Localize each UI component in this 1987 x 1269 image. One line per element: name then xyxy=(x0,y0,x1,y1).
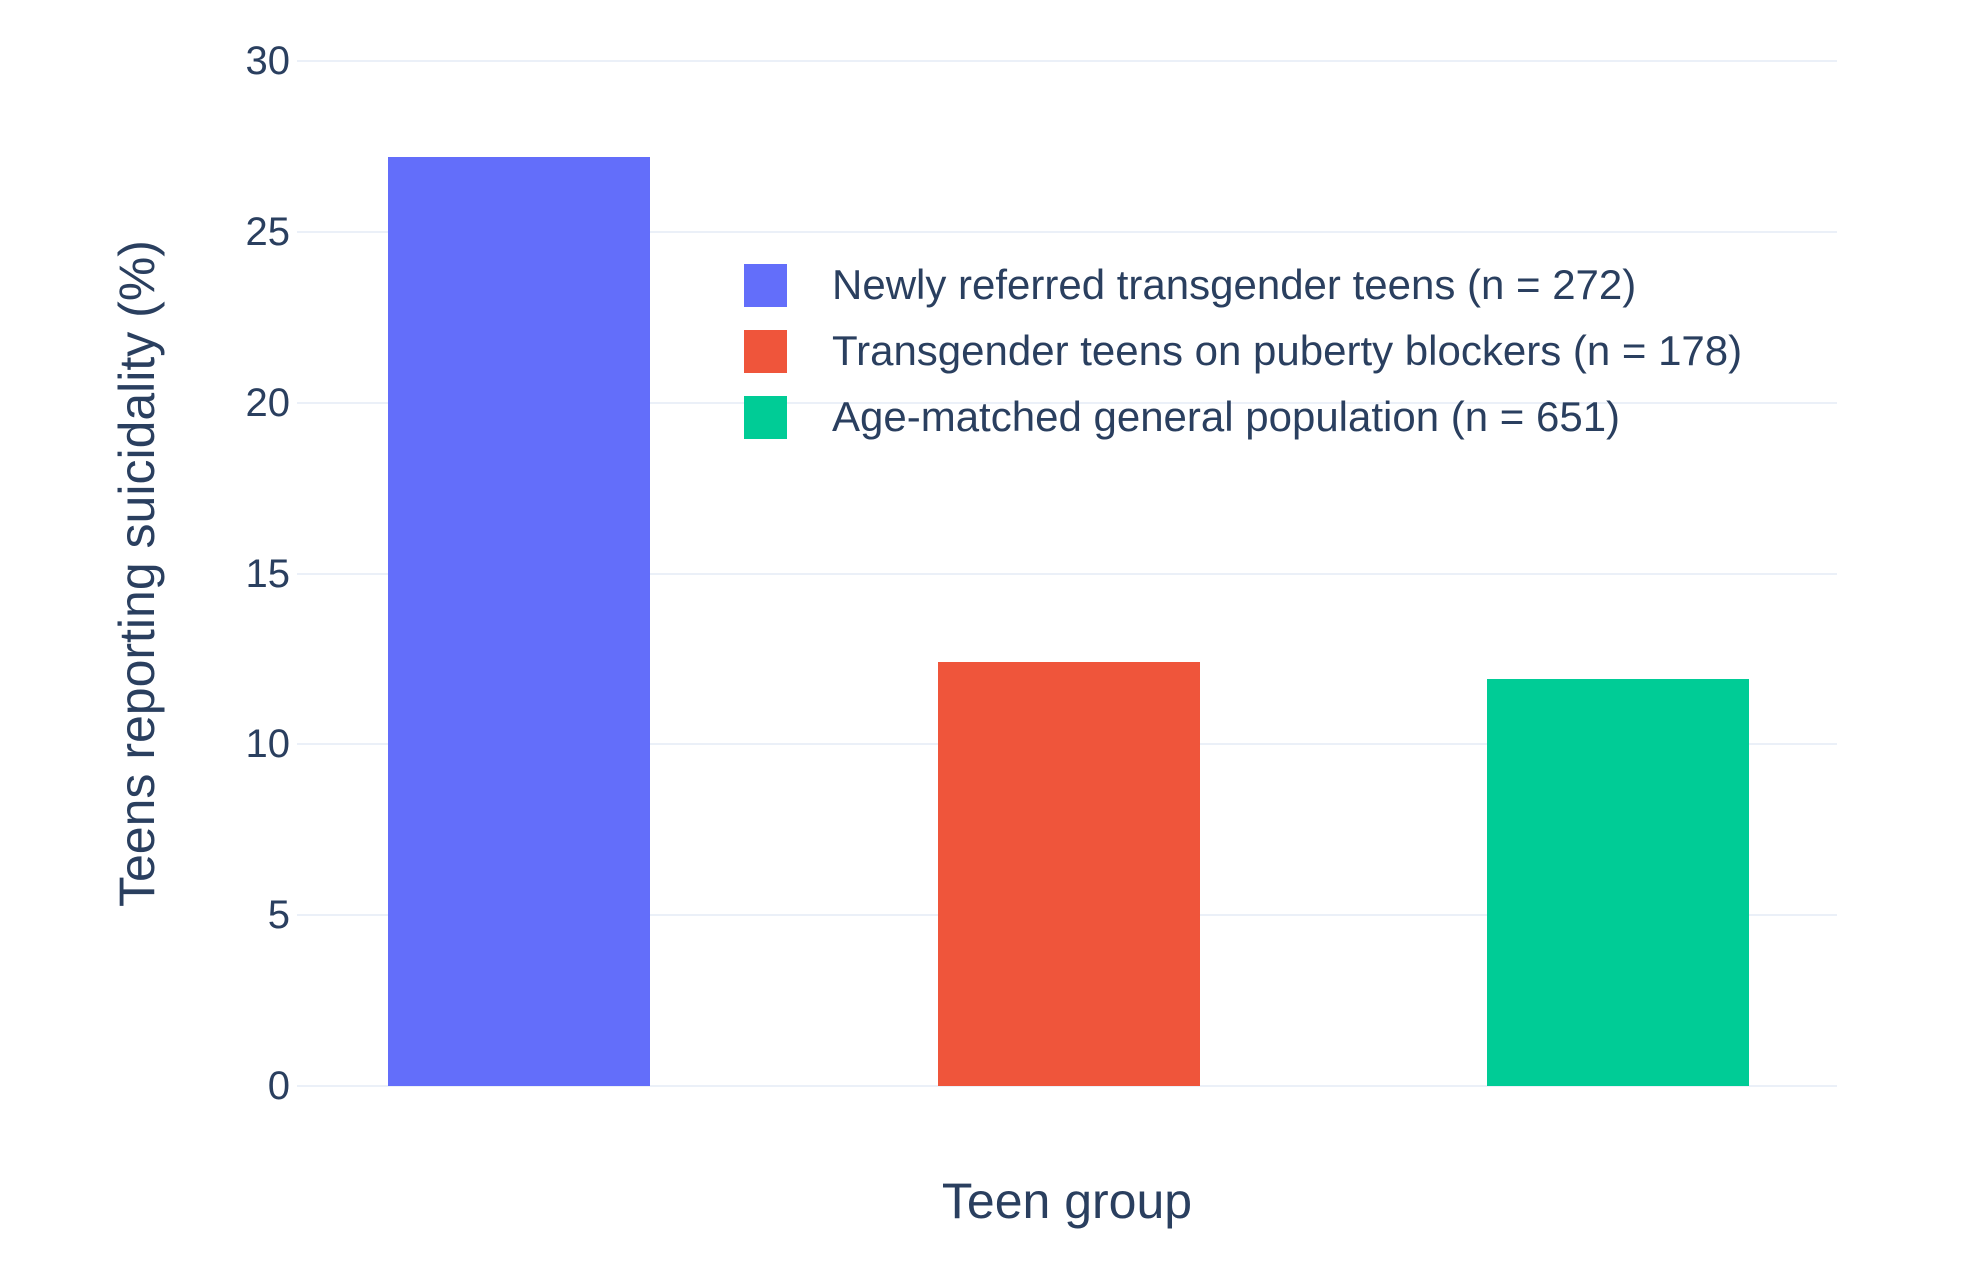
legend-label: Age-matched general population (n = 651) xyxy=(832,393,1621,440)
y-tick-label: 10 xyxy=(245,722,291,766)
gridline xyxy=(297,231,1837,233)
legend: Newly referred transgender teens (n = 27… xyxy=(744,252,1742,450)
x-axis-title: Teen group xyxy=(941,1173,1193,1229)
legend-label: Transgender teens on puberty blockers (n… xyxy=(832,327,1743,374)
legend-swatch-icon xyxy=(744,329,787,373)
y-tick-label: 15 xyxy=(245,552,291,596)
legend-item-3[interactable]: Age-matched general population (n = 651) xyxy=(744,384,1742,450)
legend-item-1[interactable]: Newly referred transgender teens (n = 27… xyxy=(744,252,1742,318)
bar-2[interactable] xyxy=(938,662,1200,1086)
y-tick-label: 30 xyxy=(245,39,291,83)
legend-item-2[interactable]: Transgender teens on puberty blockers (n… xyxy=(744,318,1742,384)
y-tick-label: 5 xyxy=(267,893,290,937)
legend-swatch-icon xyxy=(744,263,787,307)
plot-area[interactable] xyxy=(297,60,1837,1087)
gridline xyxy=(297,60,1837,62)
gridline xyxy=(297,1085,1837,1087)
y-tick-label: 25 xyxy=(245,210,291,254)
bar-3[interactable] xyxy=(1487,679,1749,1086)
y-tick-label: 20 xyxy=(245,381,291,425)
gridline xyxy=(297,402,1837,404)
bar-1[interactable] xyxy=(388,157,650,1086)
gridline xyxy=(297,573,1837,575)
legend-swatch-icon xyxy=(744,395,787,439)
y-tick-label: 0 xyxy=(267,1064,290,1108)
legend-label: Newly referred transgender teens (n = 27… xyxy=(832,261,1637,308)
